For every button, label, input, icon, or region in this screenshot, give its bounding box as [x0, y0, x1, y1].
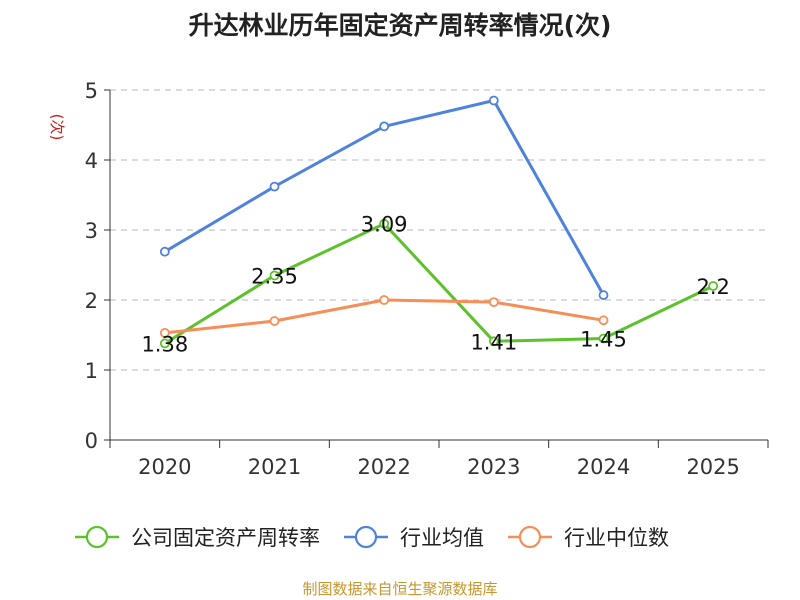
- data-point-2021[interactable]: [269, 270, 280, 281]
- data-point-2020[interactable]: [159, 338, 170, 349]
- legend-item-3[interactable]: 行业中位数: [508, 525, 669, 550]
- data-labels: 1.38 2.35 3.09 1.41 1.45 2.2: [141, 213, 729, 357]
- series-3: [159, 295, 609, 338]
- legend-marker: [518, 525, 542, 549]
- legend-marker: [354, 525, 378, 549]
- data-point-2024[interactable]: [598, 290, 609, 301]
- series-1: [159, 218, 719, 349]
- series-2: [159, 95, 609, 301]
- x-tick-label-2023: 2023: [467, 455, 520, 479]
- data-point-2022[interactable]: [379, 121, 390, 132]
- x-tick-label-2020: 2020: [138, 455, 191, 479]
- series-line-3: [164, 298, 604, 335]
- series-line-1: [164, 222, 714, 345]
- data-point-2024[interactable]: [598, 315, 609, 326]
- y-tick-label-2: 2: [85, 289, 98, 313]
- data-point-2023[interactable]: [488, 95, 499, 106]
- y-tick-label-5: 5: [85, 79, 98, 103]
- data-point-2024[interactable]: [598, 333, 609, 344]
- data-point-2023[interactable]: [488, 336, 499, 347]
- data-point-2020[interactable]: [159, 246, 170, 257]
- series: 1.38 2.35 3.09 1.41 1.45 2.2: [141, 95, 730, 357]
- legend: 公司固定资产周转率 行业均值 行业中位数: [75, 525, 669, 550]
- source-note: 制图数据来自恒生聚源数据库: [302, 580, 498, 598]
- legend-item-1[interactable]: 公司固定资产周转率: [75, 525, 320, 550]
- y-tick-label-3: 3: [85, 219, 98, 243]
- chart-title: 升达林业历年固定资产周转率情况(次): [188, 11, 612, 40]
- x-tick-label-2021: 2021: [248, 455, 301, 479]
- x-tick-label-2025: 2025: [686, 455, 739, 479]
- data-point-2022[interactable]: [379, 218, 390, 229]
- y-tick-label-0: 0: [85, 429, 98, 453]
- data-point-2020[interactable]: [159, 327, 170, 338]
- y-tick-label-1: 1: [85, 359, 98, 383]
- axes: 0 1 2 3 4 5 2020 2021 2022 2023 2024 2025: [85, 79, 769, 479]
- data-point-2021[interactable]: [269, 316, 280, 326]
- x-tick-label-2024: 2024: [577, 455, 630, 479]
- data-label-2022: 3.09: [361, 213, 408, 237]
- data-label-2024: 1.45: [580, 328, 627, 352]
- data-label-2021: 2.35: [251, 265, 298, 289]
- legend-marker: [85, 525, 109, 549]
- data-label-2023: 1.41: [470, 330, 517, 354]
- data-point-2022[interactable]: [379, 295, 390, 305]
- legend-label: 公司固定资产周转率: [131, 526, 320, 550]
- data-point-2021[interactable]: [269, 181, 280, 192]
- legend-label: 行业均值: [400, 526, 484, 550]
- y-tick-label-4: 4: [85, 149, 98, 173]
- data-label-2020: 1.38: [141, 332, 188, 356]
- x-tick-label-2022: 2022: [357, 455, 410, 479]
- data-label-2025: 2.2: [696, 275, 729, 299]
- legend-label: 行业中位数: [564, 526, 669, 550]
- data-point-2025[interactable]: [708, 281, 719, 291]
- legend-item-2[interactable]: 行业均值: [344, 525, 484, 550]
- data-point-2023[interactable]: [488, 297, 499, 308]
- y-axis-title: (次): [48, 114, 66, 141]
